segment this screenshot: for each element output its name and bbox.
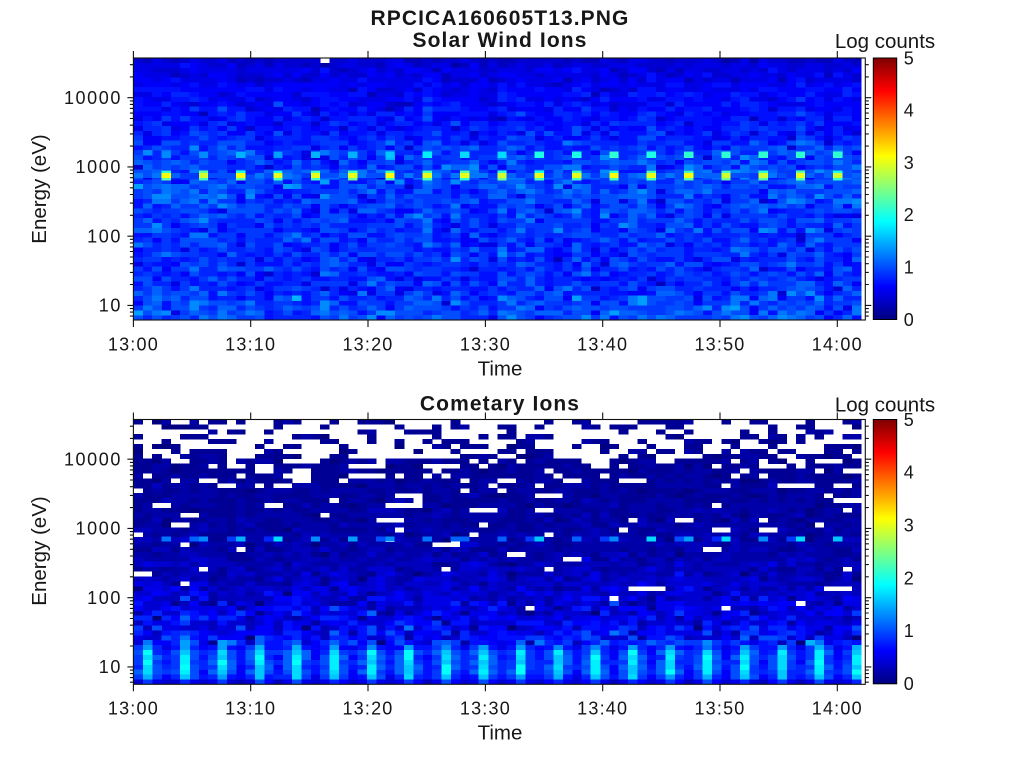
svg-text:13:20: 13:20 [342,699,393,719]
svg-text:13:40: 13:40 [577,699,628,719]
svg-text:1000: 1000 [76,519,122,539]
svg-text:Energy (eV): Energy (eV) [28,496,51,605]
svg-text:10000: 10000 [64,88,122,108]
svg-text:10000: 10000 [64,450,122,470]
svg-text:1: 1 [904,621,915,641]
svg-text:13:50: 13:50 [694,334,745,354]
svg-text:13:10: 13:10 [225,699,276,719]
svg-text:Log counts: Log counts [835,394,935,417]
svg-text:0: 0 [904,674,915,694]
svg-text:1: 1 [904,258,915,278]
svg-text:2: 2 [904,205,915,225]
svg-text:RPCICA160605T13.PNG: RPCICA160605T13.PNG [370,7,629,30]
svg-text:14:00: 14:00 [812,334,863,354]
svg-text:Time: Time [478,722,523,745]
svg-text:13:30: 13:30 [460,699,511,719]
svg-text:100: 100 [87,227,122,247]
svg-text:3: 3 [904,153,915,173]
svg-text:13:10: 13:10 [225,334,276,354]
svg-text:Energy (eV): Energy (eV) [28,134,51,243]
svg-text:13:30: 13:30 [460,334,511,354]
svg-text:13:40: 13:40 [577,334,628,354]
svg-text:3: 3 [904,516,915,536]
svg-text:13:00: 13:00 [108,699,159,719]
svg-text:Cometary Ions: Cometary Ions [420,393,580,416]
svg-text:13:00: 13:00 [108,334,159,354]
svg-text:13:50: 13:50 [694,699,745,719]
svg-text:0: 0 [904,310,915,330]
svg-text:14:00: 14:00 [812,699,863,719]
svg-text:4: 4 [904,101,915,121]
svg-text:5: 5 [904,410,915,430]
svg-text:Solar Wind Ions: Solar Wind Ions [413,29,588,52]
svg-text:2: 2 [904,568,915,588]
svg-text:13:20: 13:20 [342,334,393,354]
svg-text:100: 100 [87,588,122,608]
svg-text:Time: Time [478,358,523,381]
svg-text:10: 10 [99,296,122,316]
svg-text:Log counts: Log counts [835,30,935,53]
svg-text:1000: 1000 [76,157,122,177]
svg-text:10: 10 [99,657,122,677]
svg-text:4: 4 [904,463,915,483]
svg-text:5: 5 [904,48,915,68]
